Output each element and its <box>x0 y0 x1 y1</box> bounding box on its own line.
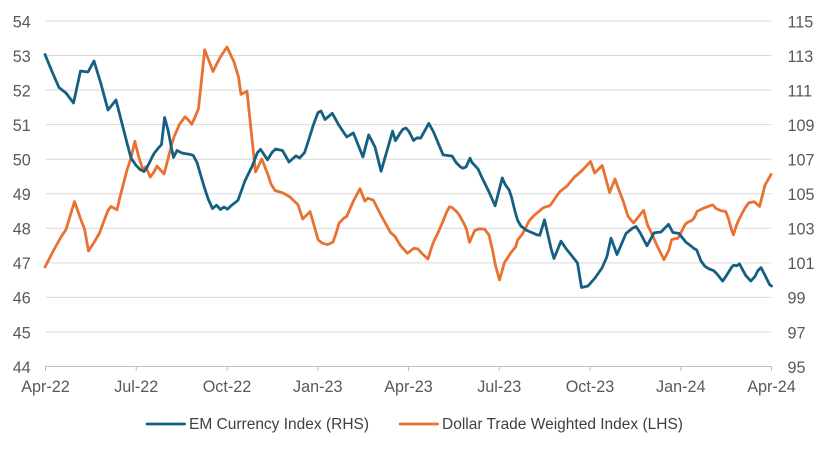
svg-text:99: 99 <box>788 290 806 308</box>
svg-text:Jan-23: Jan-23 <box>293 378 343 396</box>
svg-text:103: 103 <box>788 221 815 239</box>
svg-text:44: 44 <box>13 359 31 377</box>
svg-text:113: 113 <box>788 48 814 66</box>
svg-text:53: 53 <box>13 48 31 66</box>
svg-text:51: 51 <box>13 117 31 135</box>
svg-text:49: 49 <box>13 186 31 204</box>
svg-text:111: 111 <box>788 82 813 100</box>
svg-text:Oct-22: Oct-22 <box>203 378 252 396</box>
svg-text:Jul-22: Jul-22 <box>114 378 158 396</box>
svg-text:95: 95 <box>788 359 806 377</box>
svg-text:115: 115 <box>788 13 814 31</box>
svg-text:50: 50 <box>13 152 31 170</box>
svg-text:109: 109 <box>788 117 815 135</box>
svg-text:52: 52 <box>13 82 31 100</box>
svg-text:101: 101 <box>788 255 815 273</box>
svg-text:Apr-23: Apr-23 <box>384 378 433 396</box>
svg-text:Dollar Trade Weighted Index (L: Dollar Trade Weighted Index (LHS) <box>442 416 683 433</box>
svg-text:Oct-23: Oct-23 <box>566 378 615 396</box>
svg-text:48: 48 <box>13 221 31 239</box>
svg-text:54: 54 <box>13 13 31 31</box>
svg-text:97: 97 <box>788 324 806 342</box>
svg-text:Apr-24: Apr-24 <box>747 378 796 396</box>
svg-text:105: 105 <box>788 186 815 204</box>
svg-text:47: 47 <box>13 255 31 273</box>
svg-text:45: 45 <box>13 324 31 342</box>
svg-text:Jul-23: Jul-23 <box>477 378 521 396</box>
svg-text:46: 46 <box>13 290 31 308</box>
svg-text:107: 107 <box>788 152 815 170</box>
svg-text:EM Currency Index (RHS): EM Currency Index (RHS) <box>189 416 369 433</box>
svg-text:Apr-22: Apr-22 <box>21 378 70 396</box>
svg-text:Jan-24: Jan-24 <box>656 378 706 396</box>
